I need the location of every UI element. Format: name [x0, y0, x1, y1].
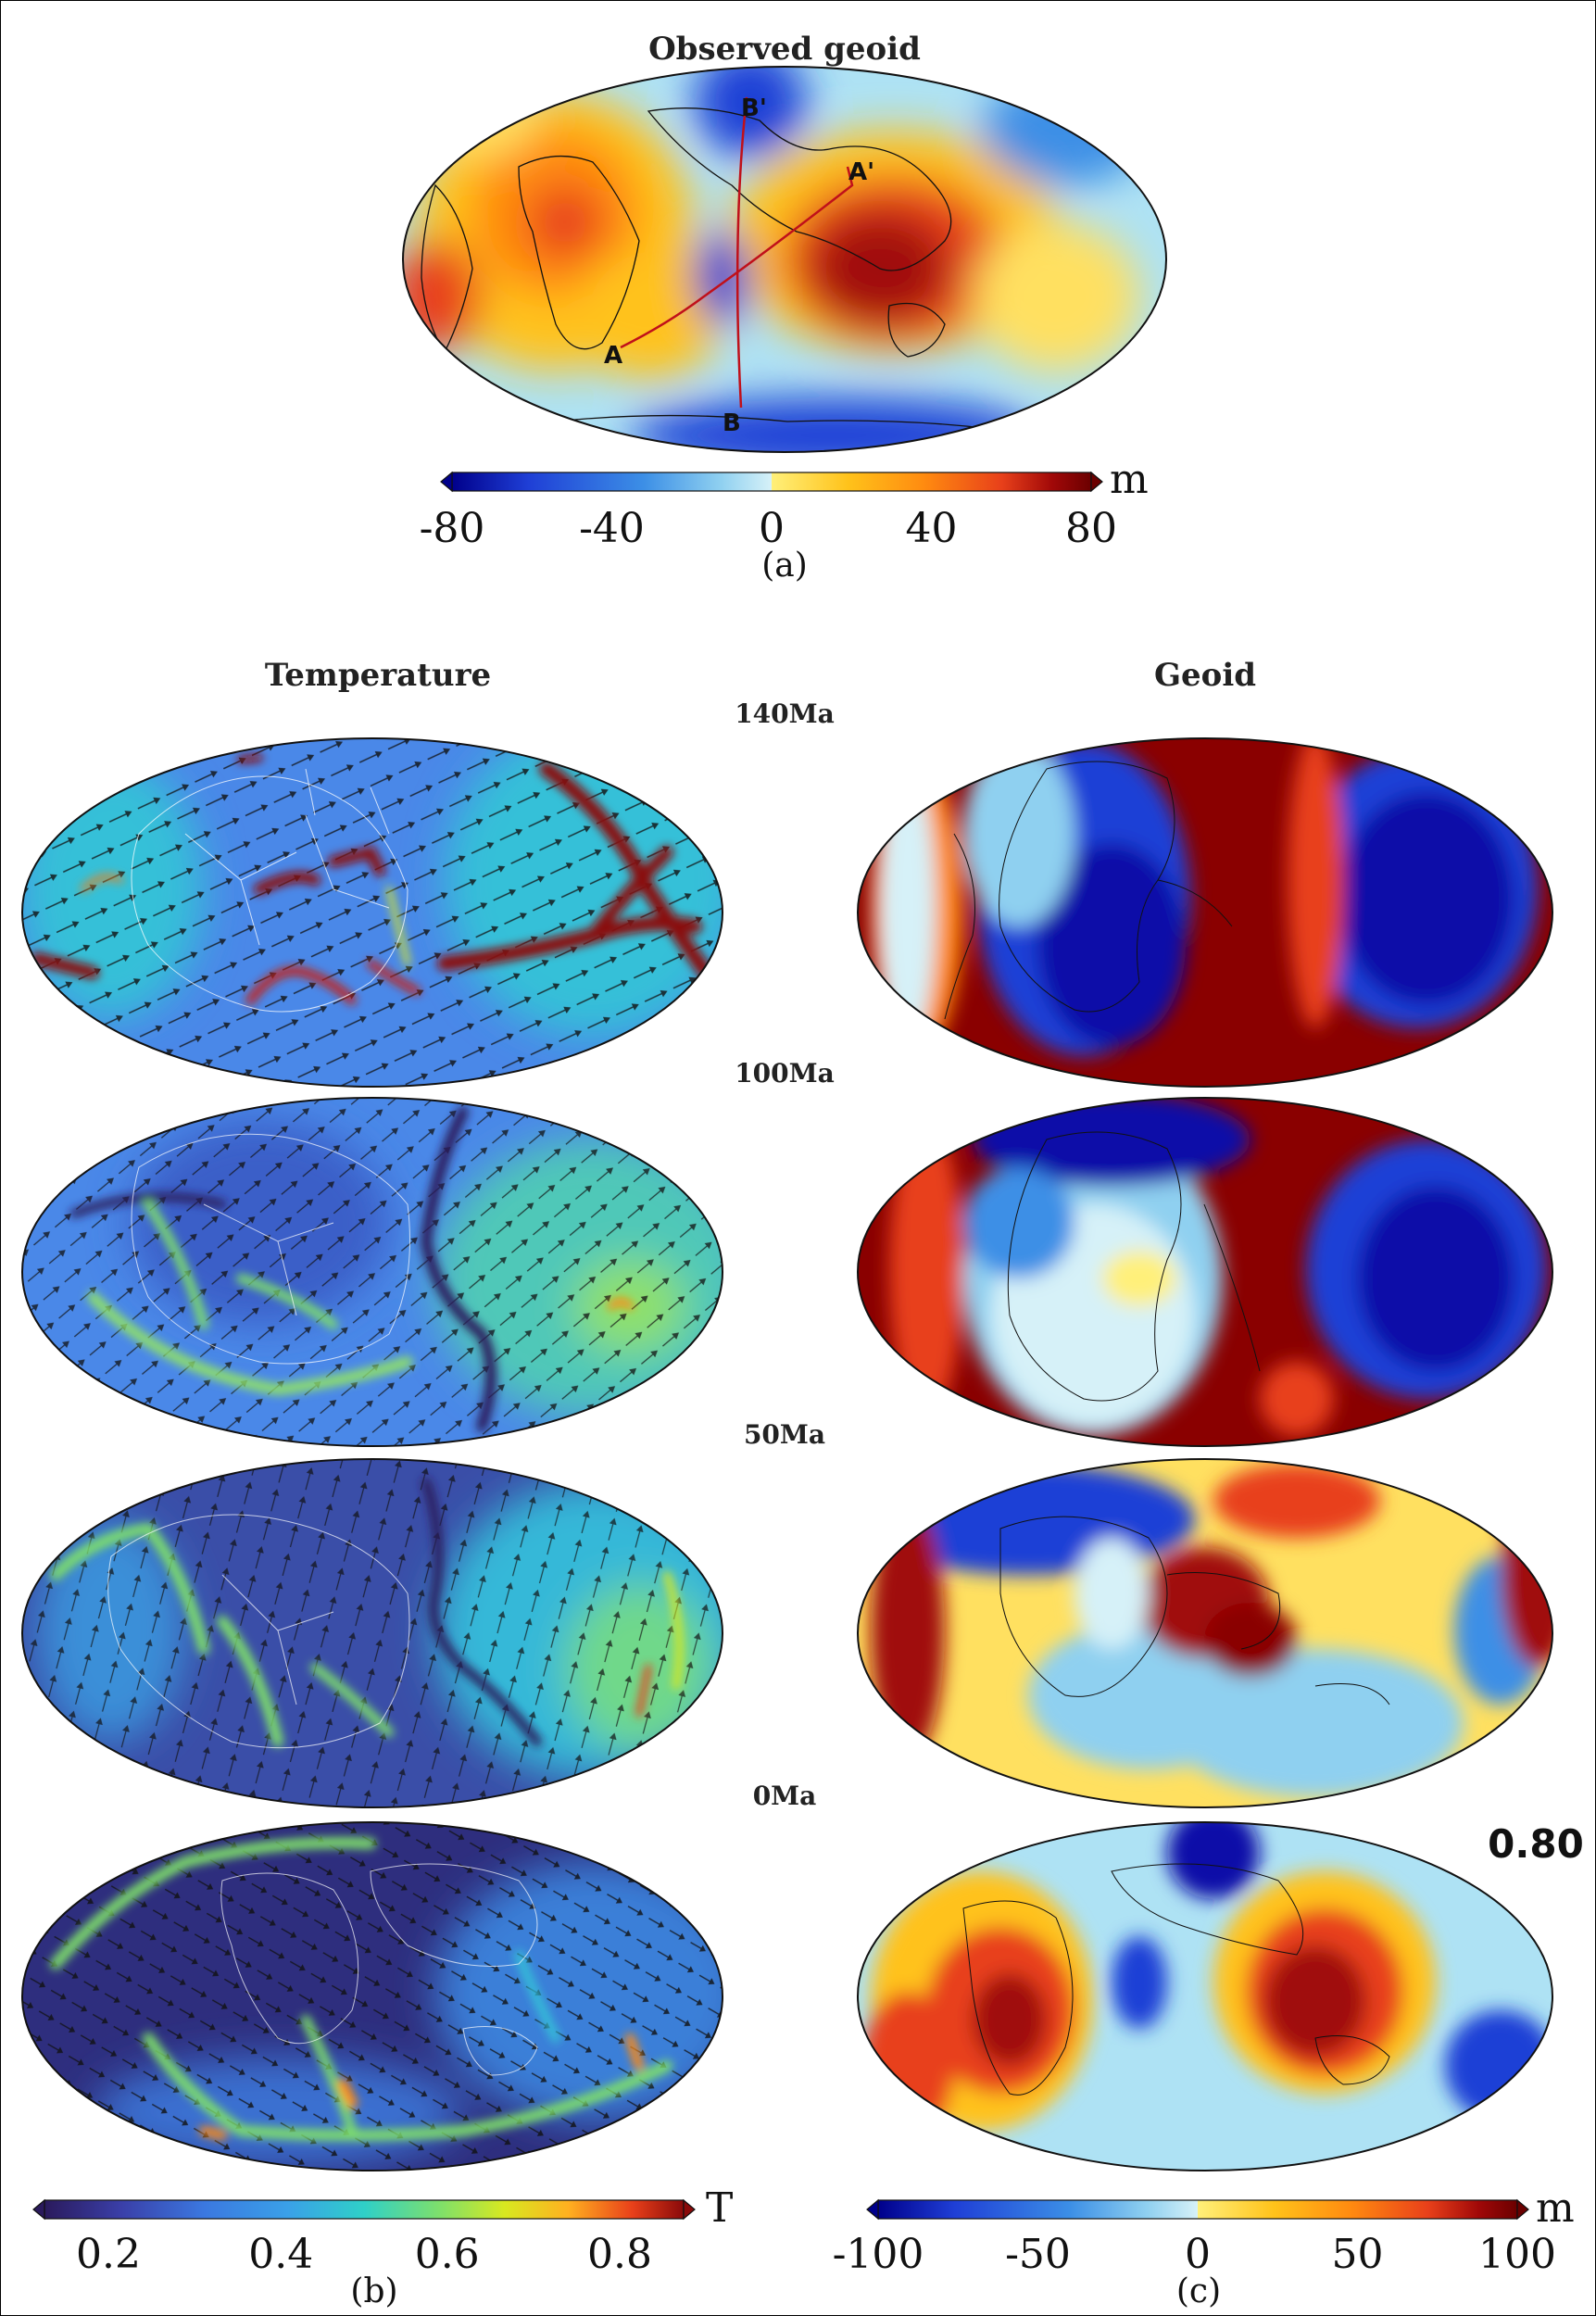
panel-b-title: Temperature	[265, 657, 491, 694]
panel-c-label: (c)	[1176, 2272, 1221, 2310]
colorbar-b-tick-1: 0.4	[248, 2231, 313, 2278]
profile-point-a: A	[604, 342, 622, 370]
colorbar-c	[866, 2198, 1529, 2221]
panel-a-label: (a)	[761, 547, 808, 585]
correlation-value: 0.80	[1488, 1821, 1584, 1867]
temperature-map-140ma	[21, 737, 723, 1088]
profile-point-a-prime: A'	[848, 158, 874, 186]
colorbar-a-tick-1: -40	[579, 505, 645, 552]
colorbar-b-tick-2: 0.6	[415, 2231, 480, 2278]
temperature-map-0ma	[21, 1821, 723, 2171]
colorbar-a-tick-2: 0	[759, 505, 785, 552]
geoid-map-50ma	[857, 1458, 1553, 1808]
colorbar-a-tick-4: 80	[1065, 505, 1117, 552]
panel-b-label: (b)	[350, 2272, 397, 2310]
colorbar-a-unit: m	[1110, 456, 1149, 503]
colorbar-a-ticks: -80 -40 0 40 80	[420, 505, 1117, 552]
age-label-100: 100Ma	[735, 1058, 835, 1089]
temperature-map-100ma	[21, 1097, 723, 1447]
age-label-140: 140Ma	[735, 699, 835, 729]
colorbar-c-tick-4: 100	[1478, 2231, 1556, 2278]
age-label-0: 0Ma	[753, 1781, 817, 1811]
colorbar-c-ticks: -100 -50 0 50 100	[833, 2231, 1556, 2278]
geoid-map-0ma	[857, 1821, 1553, 2171]
profile-point-b-prime: B'	[741, 94, 767, 122]
colorbar-b-tick-3: 0.8	[587, 2231, 652, 2278]
colorbar-b-tick-0: 0.2	[76, 2231, 141, 2278]
colorbar-a	[440, 471, 1103, 493]
colorbar-b	[32, 2198, 696, 2221]
colorbar-c-tick-0: -100	[833, 2231, 924, 2278]
colorbar-b-unit: T	[706, 2184, 733, 2232]
age-label-50: 50Ma	[744, 1419, 825, 1450]
panel-a-title: Observed geoid	[648, 31, 921, 68]
colorbar-a-tick-3: 40	[906, 505, 958, 552]
colorbar-c-tick-2: 0	[1185, 2231, 1211, 2278]
observed-geoid-map	[402, 66, 1167, 453]
panel-c-title: Geoid	[1154, 657, 1256, 694]
geoid-map-140ma	[857, 737, 1553, 1088]
colorbar-c-tick-1: -50	[1005, 2231, 1071, 2278]
geoid-map-100ma	[857, 1097, 1553, 1447]
colorbar-c-unit: m	[1536, 2184, 1575, 2232]
temperature-map-50ma	[21, 1458, 723, 1808]
colorbar-c-tick-3: 50	[1332, 2231, 1384, 2278]
profile-point-b: B	[723, 409, 741, 437]
colorbar-a-tick-0: -80	[420, 505, 485, 552]
colorbar-b-ticks: 0.2 0.4 0.6 0.8	[76, 2231, 652, 2278]
